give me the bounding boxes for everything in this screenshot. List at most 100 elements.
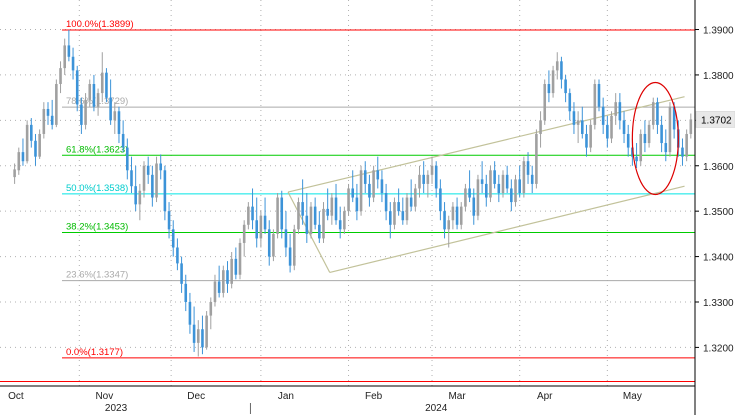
candle-body [376,170,380,180]
candle-body [205,315,208,348]
candle-body [355,197,359,212]
candle-body [75,70,79,105]
candle-body [455,206,459,225]
candle-body [614,102,617,116]
candle-body [489,170,492,198]
candle-body [497,183,501,193]
candle-body [526,161,530,175]
highlight-ellipse [631,81,679,196]
candle-body [522,161,526,193]
candle-body [88,84,92,100]
candle-body [305,215,309,234]
candle-body [368,183,371,198]
candle-body [651,102,655,125]
fib-level-label: 50.0%(1.3538) [66,183,128,194]
candle-body [234,258,238,275]
candle-body [117,111,121,134]
candle-body [42,108,46,134]
candle-body [647,124,651,144]
candle-body [180,263,183,284]
candle-body [681,147,684,157]
candle-body [601,106,605,125]
x-tick-label: Mar [448,391,466,402]
fib-level-label: 38.2%(1.3453) [66,222,128,233]
candle-body [585,133,588,148]
candle-body [63,45,66,69]
candle-body [388,211,392,225]
candle-body [242,224,246,243]
candle-body [109,97,112,121]
candle-body [71,56,75,71]
candle-body [664,143,668,153]
candle-body [572,111,576,125]
candle-body [326,208,329,216]
fibonacci-levels: 100.0%(1.3899)78.6%(1.3729)61.8%(1.3623)… [0,19,695,382]
candle-body [568,93,572,112]
candle-body [318,224,321,239]
candle-body [560,61,563,80]
candle-body [272,233,275,257]
candle-body [434,165,438,189]
y-tick-label: 1.3400 [703,253,734,264]
candle-body [155,163,158,198]
candle-body [309,206,313,234]
candle-body [510,188,513,203]
candle-body [301,202,304,216]
candle-body [55,84,58,125]
candle-body [439,188,442,212]
y-tick-label: 1.3600 [703,162,734,173]
candle-body [121,133,125,148]
x-tick-label: May [623,391,642,402]
candle-body [660,124,663,144]
candle-body [384,193,388,212]
candle-body [184,283,188,302]
candle-body [363,170,367,184]
candle-body [201,329,204,348]
candle-body [267,229,271,257]
candle-body [618,102,622,121]
candle-body [25,124,29,162]
candle-body [426,174,430,184]
candle-body [635,156,638,162]
candle-body [330,197,334,216]
candle-body [46,108,50,116]
candle-body [397,202,400,212]
candle-body [171,229,175,248]
candle-body [146,165,150,175]
candle-body [138,190,142,205]
candle-body [547,84,551,94]
candle-body [263,215,267,230]
candle-body [543,84,547,121]
candle-body [480,179,484,184]
candle-body [401,211,405,221]
candle-body [564,79,567,94]
candle-body [422,174,425,184]
candle-body [393,202,396,225]
candle-body [380,179,384,193]
x-year-label: 2023 [105,403,128,414]
current-price-box [695,111,735,128]
candle-body [151,174,154,198]
candles [13,29,693,357]
candle-body [113,111,117,121]
candle-body [476,179,480,216]
candle-body [230,258,233,284]
candle-body [656,102,659,125]
candle-body [34,140,37,157]
candle-body [322,208,325,239]
candle-body [209,301,213,316]
candle-body [188,301,192,325]
candle-body [351,188,355,198]
candle-body [247,206,250,225]
candle-body [226,270,229,284]
candle-body [105,72,108,98]
candle-body [639,133,643,162]
candle-body [338,220,342,230]
candle-body [443,211,446,230]
candle-body [359,170,363,212]
candle-body [217,281,221,293]
x-year-label: 2024 [425,403,448,414]
